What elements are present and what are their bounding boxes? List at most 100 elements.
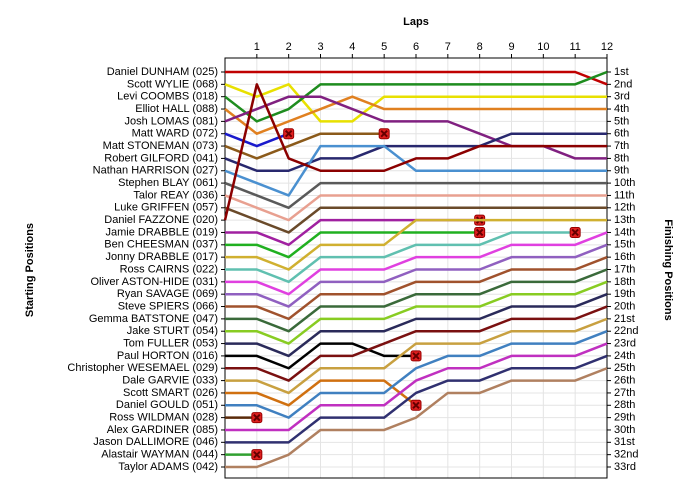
- x-axis-title: Laps: [403, 16, 429, 28]
- retirement-marker: [251, 449, 263, 461]
- driver-label: Alastair WAYMAN (044): [101, 449, 218, 461]
- driver-label: Levi COOMBS (018): [117, 91, 218, 103]
- driver-line: [225, 367, 608, 469]
- driver-label: Gemma BATSTONE (047): [89, 313, 218, 325]
- driver-line: [225, 231, 480, 259]
- driver-label: Nathan HARRISON (027): [93, 165, 218, 177]
- driver-label: Tom FULLER (053): [123, 337, 218, 349]
- x-tick-label: 5: [381, 41, 387, 53]
- y2-tick-label: 12th: [614, 202, 635, 214]
- y2-tick-label: 13th: [614, 214, 635, 226]
- y2-tick-label: 25th: [614, 362, 635, 374]
- x-tick-label: 7: [445, 41, 451, 53]
- y2-tick-label: 30th: [614, 424, 635, 436]
- driver-line: [225, 293, 608, 358]
- y2-tick-label: 11th: [614, 189, 635, 201]
- x-tick-label: 6: [413, 41, 419, 53]
- driver-line: [225, 218, 607, 271]
- y2-tick-label: 31st: [614, 436, 635, 448]
- driver-line: [225, 231, 576, 284]
- retirement-marker: [410, 350, 422, 362]
- retirement-cross: [475, 228, 484, 237]
- y-axis-title: Starting Positions: [24, 223, 36, 317]
- driver-label: Talor REAY (036): [133, 189, 218, 201]
- y2-tick-label: 29th: [614, 412, 635, 424]
- driver-label: Matt STONEMAN (073): [103, 140, 218, 152]
- retirement-marker: [251, 412, 263, 424]
- y2-tick-label: 3rd: [614, 91, 630, 103]
- driver-label: Scott SMART (026): [123, 387, 218, 399]
- y2-tick-label: 17th: [614, 263, 635, 275]
- driver-line: [225, 342, 608, 432]
- driver-line: [224, 70, 608, 123]
- retirement-marker: [474, 226, 486, 238]
- retirement-cross: [284, 130, 293, 138]
- retirement-marker: [378, 128, 390, 140]
- driver-label: Elliot HALL (088): [135, 103, 218, 115]
- y2-tick-label: 27th: [614, 387, 635, 399]
- driver-label: Robert GILFORD (041): [104, 152, 218, 164]
- retirement-cross: [412, 352, 420, 360]
- driver-line: [224, 144, 607, 197]
- y2-tick-label: 1st: [614, 66, 629, 78]
- x-tick-label: 12: [601, 41, 613, 53]
- retirement-cross: [380, 130, 388, 138]
- driver-line: [225, 70, 608, 86]
- driver-line: [225, 255, 608, 321]
- y2-tick-label: 28th: [614, 399, 635, 411]
- driver-label: Oliver ASTON-HIDE (031): [90, 276, 218, 288]
- driver-line: [224, 206, 607, 234]
- driver-label: Jake STURT (054): [127, 325, 218, 337]
- driver-line: [225, 268, 608, 333]
- y2-tick-label: 19th: [614, 288, 635, 300]
- y2-tick-label: 20th: [614, 300, 635, 312]
- x-tick-label: 9: [508, 41, 514, 53]
- driver-label: Ross WILDMAN (028): [109, 412, 218, 424]
- driver-line: [225, 305, 608, 382]
- y2-tick-label: 26th: [614, 375, 635, 387]
- y2-tick-label: 5th: [614, 115, 629, 127]
- driver-label: Dale GARVIE (033): [122, 375, 218, 387]
- y2-tick-label: 8th: [614, 152, 629, 164]
- driver-line: [225, 231, 608, 296]
- driver-line: [225, 330, 608, 419]
- y2-axis-title: Finishing Positions: [662, 219, 674, 320]
- y2-tick-label: 32nd: [614, 449, 638, 461]
- driver-label: Luke GRIFFEN (057): [114, 202, 218, 214]
- driver-label: Alex GARDINER (085): [107, 424, 218, 436]
- driver-line: [225, 317, 608, 395]
- y2-tick-label: 33rd: [614, 461, 636, 473]
- retirement-marker: [569, 226, 581, 238]
- driver-label: Taylor ADAMS (042): [118, 461, 218, 473]
- driver-line: [225, 354, 608, 444]
- y2-tick-label: 18th: [614, 276, 635, 288]
- driver-label: Jamie DRABBLE (019): [106, 226, 219, 238]
- x-tick-label: 3: [317, 41, 323, 53]
- driver-label: Daniel DUNHAM (025): [107, 66, 218, 78]
- driver-label: Ryan SAVAGE (069): [117, 288, 218, 300]
- driver-line: [225, 342, 416, 370]
- retirement-marker: [283, 128, 295, 140]
- x-tick-label: 1: [254, 41, 260, 53]
- x-tick-label: 11: [569, 41, 580, 53]
- y2-tick-label: 4th: [614, 103, 629, 115]
- retirement-cross: [571, 228, 579, 237]
- driver-line: [224, 132, 607, 172]
- plot-border: [224, 57, 608, 479]
- y2-tick-label: 21st: [614, 313, 635, 325]
- driver-label: Daniel GOULD (051): [116, 399, 218, 411]
- x-tick-label: 2: [286, 41, 292, 53]
- driver-line: [223, 83, 607, 221]
- driver-line: [224, 194, 607, 222]
- y2-tick-label: 2nd: [614, 78, 632, 90]
- y2-tick-label: 6th: [614, 128, 629, 140]
- y2-tick-label: 7th: [614, 140, 629, 152]
- driver-label: Ross CAIRNS (022): [120, 263, 218, 275]
- x-tick-label: 10: [537, 41, 549, 53]
- driver-label: Paul HORTON (016): [117, 350, 218, 362]
- y2-tick-label: 24th: [614, 350, 635, 362]
- retirement-cross: [253, 413, 261, 422]
- driver-line: [225, 379, 417, 407]
- x-tick-label: 8: [477, 41, 483, 53]
